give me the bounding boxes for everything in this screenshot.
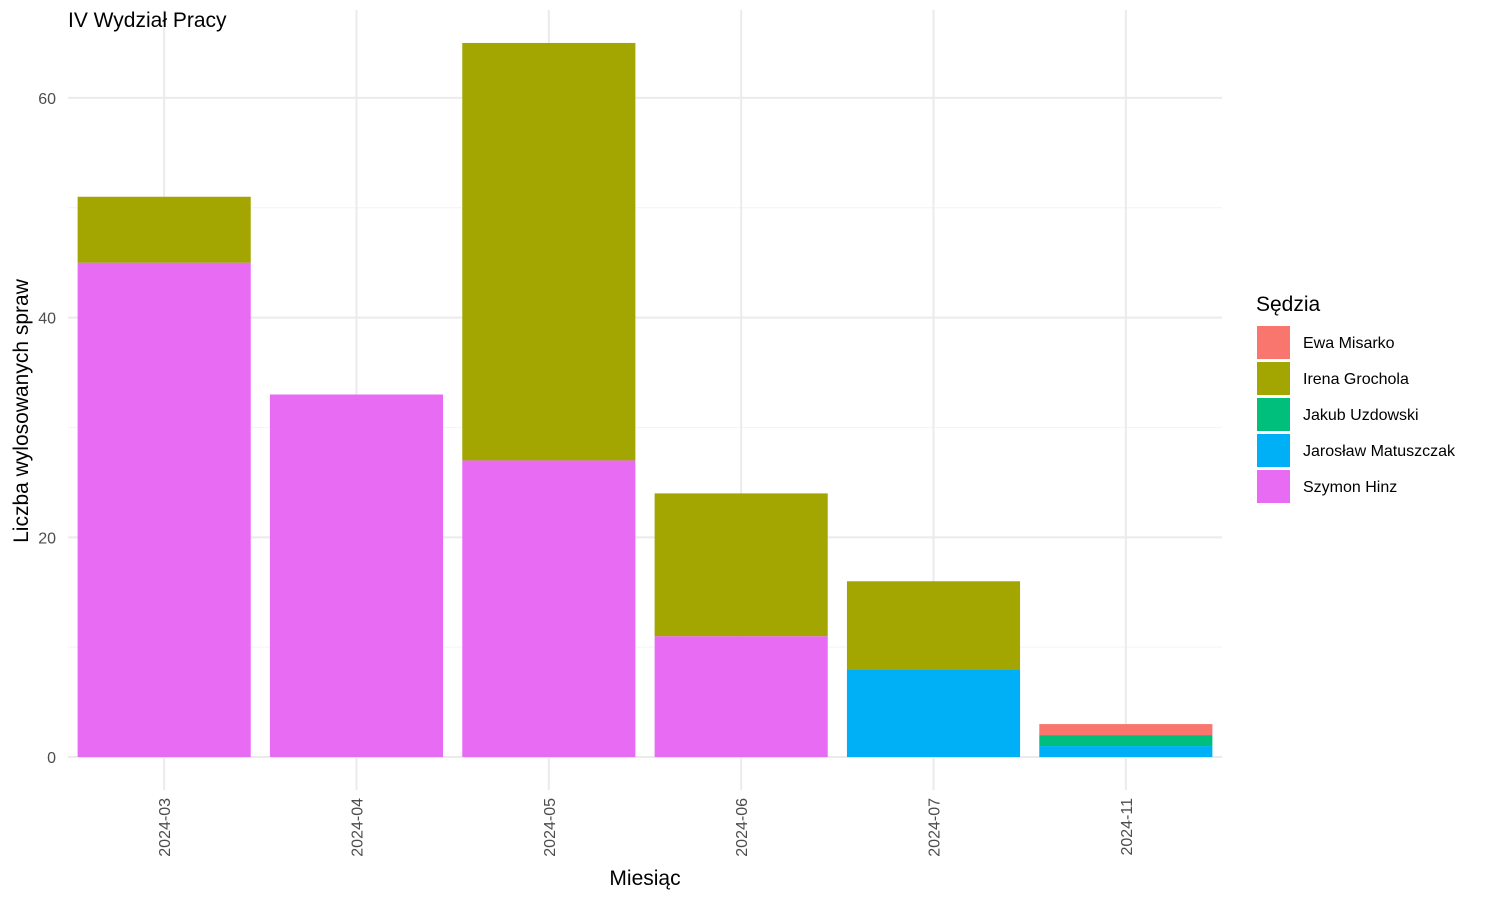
x-tick-label: 2024-05 bbox=[542, 798, 559, 857]
x-tick-label: 2024-11 bbox=[1119, 798, 1136, 856]
bars bbox=[77, 42, 1213, 758]
bar-segment-2024-07-irena-grochola bbox=[846, 581, 1021, 670]
bar-segment-2024-07-jarosław-matuszczak bbox=[846, 669, 1021, 758]
legend-label: Irena Grochola bbox=[1303, 371, 1409, 388]
legend-swatch bbox=[1257, 362, 1290, 395]
legend-items: Ewa Misarko Irena Grochola Jakub Uzdowski J… bbox=[1257, 326, 1456, 503]
y-tick-label: 60 bbox=[38, 91, 56, 108]
bar-segment-2024-11-jakub-uzdowski bbox=[1039, 735, 1213, 747]
bar-segment-2024-06-szymon-hinz bbox=[654, 636, 828, 758]
y-tick-label: 40 bbox=[38, 311, 56, 328]
legend: Sędzia Ewa Misarko Irena Grochola Jakub Uz… bbox=[1256, 293, 1456, 503]
legend-swatch bbox=[1257, 470, 1290, 503]
bar-segment-2024-05-irena-grochola bbox=[462, 42, 636, 461]
legend-swatch bbox=[1257, 434, 1290, 467]
legend-label: Jarosław Matuszczak bbox=[1303, 443, 1456, 460]
x-tick-label: 2024-06 bbox=[734, 798, 751, 857]
y-axis-title: Liczba wylosowanych spraw bbox=[10, 278, 33, 543]
bar-segment-2024-03-irena-grochola bbox=[77, 196, 251, 263]
y-tick-label: 0 bbox=[47, 750, 56, 767]
bar-segment-2024-04-szymon-hinz bbox=[269, 394, 444, 758]
bar-segment-2024-11-jarosław-matuszczak bbox=[1039, 746, 1213, 758]
chart-title: IV Wydział Pracy bbox=[68, 9, 227, 32]
x-tick-label: 2024-03 bbox=[157, 798, 174, 857]
bar-segment-2024-05-szymon-hinz bbox=[462, 460, 636, 758]
bar-segment-2024-06-irena-grochola bbox=[654, 493, 828, 637]
y-tick-label: 20 bbox=[38, 530, 56, 547]
legend-title: Sędzia bbox=[1256, 293, 1321, 316]
legend-swatch bbox=[1257, 326, 1290, 359]
legend-swatch bbox=[1257, 398, 1290, 431]
x-axis-ticks: 2024-03 2024-04 2024-05 2024-06 2024-07 2024-… bbox=[157, 798, 1136, 857]
bar-segment-2024-03-szymon-hinz bbox=[77, 262, 251, 758]
legend-label: Ewa Misarko bbox=[1303, 335, 1395, 352]
legend-label: Jakub Uzdowski bbox=[1303, 407, 1419, 424]
bar-segment-2024-11-ewa-misarko bbox=[1039, 724, 1213, 736]
x-tick-label: 2024-07 bbox=[927, 798, 944, 857]
x-axis-title: Miesiąc bbox=[609, 867, 680, 890]
x-tick-label: 2024-04 bbox=[350, 798, 367, 857]
legend-label: Szymon Hinz bbox=[1303, 479, 1397, 496]
y-axis-ticks: 0 20 40 60 bbox=[38, 91, 56, 767]
